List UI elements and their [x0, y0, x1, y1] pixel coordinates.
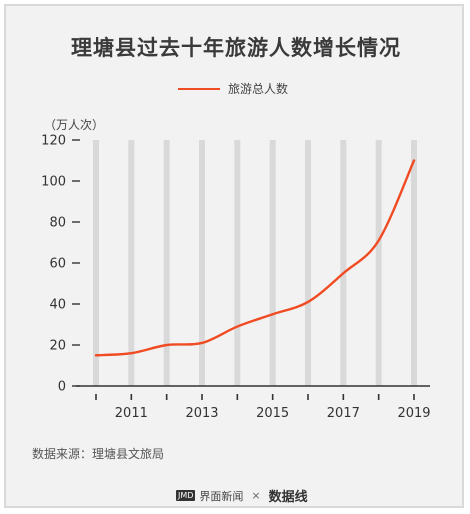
year-column	[305, 140, 311, 386]
year-column	[269, 140, 276, 386]
partner-brand: 数据线	[268, 490, 308, 505]
x-tick-label: 2011	[115, 406, 148, 421]
chart-title: 理塘县过去十年旅游人数增长情况	[71, 36, 401, 60]
year-column	[340, 140, 347, 386]
year-column	[163, 140, 170, 386]
brand-logo-icon: JMD	[176, 490, 196, 501]
year-column	[411, 140, 417, 386]
x-tick-label: 2015	[256, 406, 289, 421]
x-axis: 2011 2013 2015 2017 2019	[76, 385, 431, 421]
y-tick-label: 40	[49, 298, 66, 313]
series-line-tourists	[94, 159, 416, 357]
year-column	[375, 140, 382, 386]
year-column	[199, 140, 205, 386]
x-tick-label: 2019	[397, 406, 430, 421]
background-columns	[93, 140, 417, 386]
legend: 旅游总人数	[178, 80, 288, 97]
year-column	[93, 140, 99, 386]
year-column	[234, 140, 241, 386]
legend-swatch	[178, 87, 220, 90]
y-axis: 0 20 40 60 80 100 120	[41, 134, 80, 395]
legend-label: 旅游总人数	[228, 82, 289, 96]
brand-separator: ×	[251, 489, 261, 502]
x-tick-label: 2013	[185, 406, 218, 421]
brand-name: 界面新闻	[199, 489, 244, 503]
y-tick-label: 120	[41, 134, 66, 149]
y-tick-label: 80	[49, 216, 66, 231]
x-tick-label: 2017	[327, 406, 360, 421]
y-tick-label: 0	[58, 380, 66, 395]
footer-branding: JMD 界面新闻 × 数据线	[176, 486, 308, 505]
year-column	[128, 140, 135, 386]
data-source-note: 数据来源：理塘县文旅局	[32, 447, 165, 461]
y-tick-label: 20	[49, 339, 66, 354]
series-group	[94, 159, 416, 357]
y-axis-unit-label: （万人次）	[44, 118, 105, 132]
y-tick-label: 60	[49, 257, 66, 272]
y-tick-label: 100	[41, 175, 66, 190]
chart-frame: 理塘县过去十年旅游人数增长情况 旅游总人数 （万人次） 数据来源：理塘县文旅局 …	[4, 4, 464, 508]
